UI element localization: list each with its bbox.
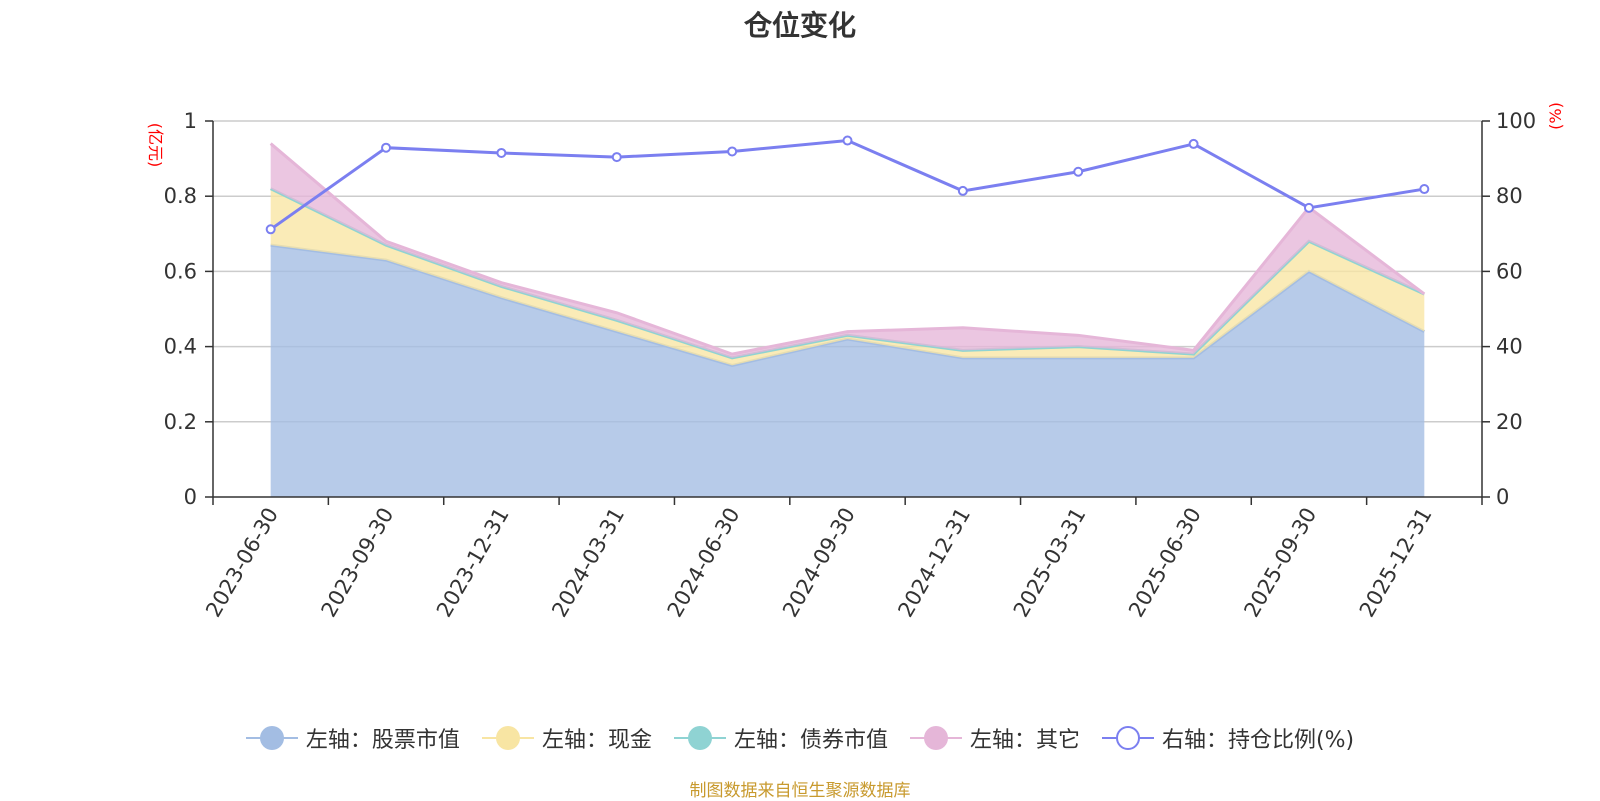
right-axis-tick-label: 100	[1496, 109, 1536, 133]
left-axis-tick-label: 0.6	[164, 259, 197, 283]
legend-item[interactable]: 左轴：股票市值	[245, 722, 460, 754]
x-axis-tick-label: 2025-09-30	[1239, 504, 1321, 622]
chart-title: 仓位变化	[743, 9, 856, 42]
legend-label: 左轴：股票市值	[305, 728, 460, 753]
x-axis-tick-label: 2024-03-31	[547, 504, 629, 622]
legend-label: 左轴：债券市值	[733, 728, 888, 753]
legend-swatch-icon	[481, 724, 534, 752]
x-axis-tick-label: 2024-06-30	[663, 504, 745, 622]
right-axis-unit: (%)	[1546, 102, 1565, 130]
ratio-line-series	[265, 135, 1430, 235]
area-series	[269, 142, 1426, 497]
ratio-point	[957, 185, 968, 196]
legend-item[interactable]: 右轴：持仓比例(%)	[1101, 722, 1355, 754]
right-axis-tick-label: 40	[1496, 335, 1523, 359]
left-axis-tick-label: 0.8	[164, 184, 197, 208]
legend-label: 左轴：现金	[541, 728, 652, 753]
ratio-point	[381, 142, 392, 153]
ratio-line	[269, 139, 1425, 231]
ratio-point	[265, 224, 276, 235]
left-axis-unit: (亿元)	[146, 123, 165, 168]
left-axis-tick-label: 1	[184, 109, 197, 133]
left-axis-tick-label: 0.4	[164, 335, 197, 359]
ratio-point	[1073, 166, 1084, 177]
legend-item[interactable]: 左轴：现金	[481, 722, 652, 754]
ratio-point	[842, 135, 853, 146]
ratio-point	[1419, 184, 1430, 195]
x-axis-tick-label: 2023-12-31	[432, 503, 514, 621]
legend-swatch-icon	[909, 724, 962, 752]
right-axis-tick-label: 20	[1496, 410, 1523, 434]
legend-item[interactable]: 左轴：其它	[909, 722, 1080, 754]
right-axis-tick-label: 0	[1496, 485, 1509, 509]
ratio-point	[727, 146, 738, 157]
right-axis-tick-label: 60	[1496, 259, 1523, 283]
source-note: 制图数据来自恒生聚源数据库	[689, 781, 911, 801]
legend-label: 左轴：其它	[969, 728, 1080, 753]
legend-swatch-icon	[1101, 724, 1154, 752]
chart-svg: 0 0.2 0.4 0.6 0.8 1 0 20 40 60 80 100 2023-06-30 2023…	[146, 102, 1565, 622]
legend-item[interactable]: 左轴：债券市值	[673, 722, 888, 754]
ratio-point	[611, 152, 622, 163]
x-axis-tick-label: 2025-03-31	[1009, 504, 1091, 622]
ratio-point	[1303, 202, 1314, 213]
ratio-point	[496, 147, 507, 158]
area-0	[270, 245, 1425, 497]
x-axis-tick-label: 2025-06-30	[1124, 504, 1206, 622]
ratio-point	[1188, 138, 1199, 149]
x-axis-tick-label: 2024-09-30	[778, 504, 860, 622]
x-axis-tick-label: 2024-12-31	[893, 504, 975, 622]
legend: 左轴：股票市值 左轴：现金 左轴：债券市值 左轴：其它 右轴：持仓比例(%)	[0, 722, 1600, 754]
legend-swatch-icon	[673, 724, 726, 752]
right-axis-tick-label: 80	[1496, 184, 1523, 208]
x-axis-tick-label: 2025-12-31	[1355, 504, 1437, 622]
left-axis-tick-label: 0.2	[164, 410, 197, 434]
x-axis-tick-label: 2023-06-30	[201, 504, 283, 622]
legend-label: 右轴：持仓比例(%)	[1161, 728, 1355, 753]
area-edge-3	[269, 142, 1426, 356]
x-axis-tick-label: 2023-09-30	[317, 503, 399, 621]
legend-swatch-icon	[245, 724, 298, 752]
left-axis-tick-label: 0	[184, 485, 197, 509]
